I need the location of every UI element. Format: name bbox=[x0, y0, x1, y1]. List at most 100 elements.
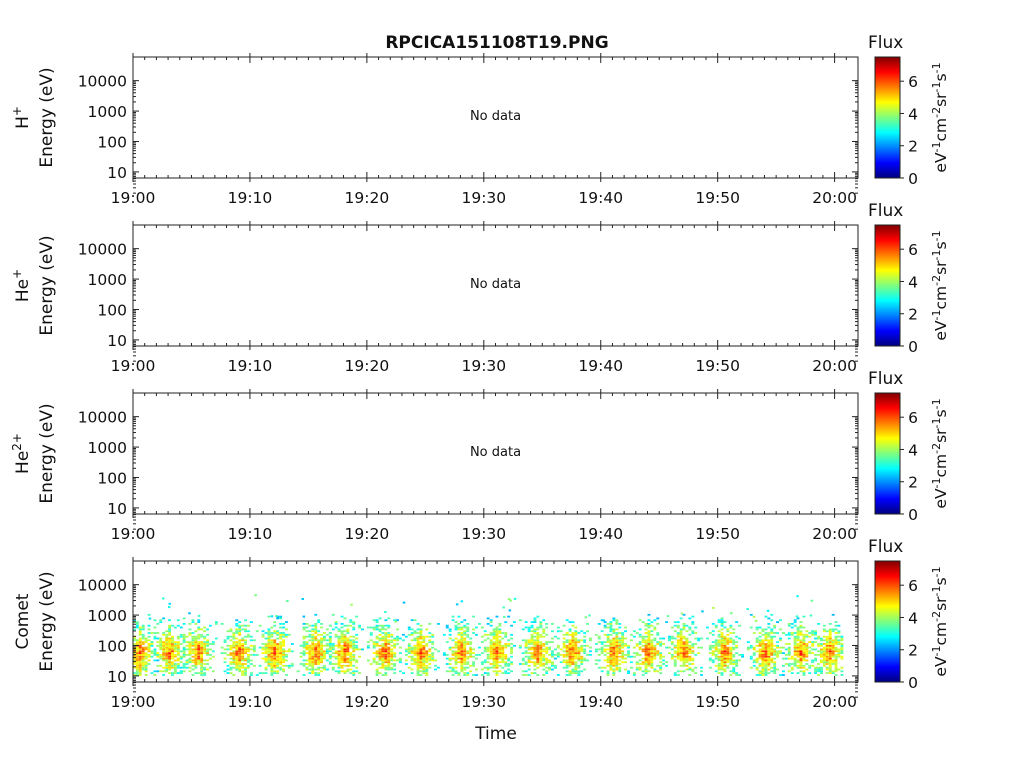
cell bbox=[425, 657, 429, 660]
cell bbox=[554, 635, 557, 638]
cell bbox=[662, 643, 665, 645]
cell bbox=[825, 655, 829, 658]
cell bbox=[799, 630, 803, 633]
cell bbox=[191, 632, 195, 634]
cell bbox=[828, 654, 832, 656]
cell bbox=[223, 639, 227, 642]
cell bbox=[773, 661, 777, 664]
cell bbox=[258, 646, 262, 649]
cell bbox=[466, 672, 470, 674]
cell bbox=[138, 657, 142, 660]
cell bbox=[457, 672, 461, 674]
cell bbox=[138, 674, 142, 676]
cell bbox=[141, 657, 145, 660]
cell bbox=[562, 654, 566, 656]
cell bbox=[805, 654, 809, 656]
cell bbox=[542, 630, 546, 633]
cell bbox=[194, 623, 198, 625]
cell bbox=[729, 648, 733, 651]
cell bbox=[787, 670, 791, 673]
cell bbox=[659, 652, 663, 654]
cell bbox=[267, 633, 271, 636]
cell bbox=[723, 641, 727, 643]
cell bbox=[764, 648, 768, 651]
cell bbox=[290, 643, 294, 645]
cell bbox=[650, 659, 654, 662]
cell bbox=[235, 661, 239, 664]
cell bbox=[352, 635, 356, 638]
cell bbox=[583, 652, 587, 654]
cell bbox=[814, 654, 817, 656]
cell bbox=[536, 633, 540, 636]
cell bbox=[486, 623, 490, 625]
cell bbox=[308, 646, 312, 649]
species-label: He+ bbox=[10, 269, 33, 302]
cell bbox=[393, 663, 397, 665]
cell bbox=[492, 637, 496, 640]
cell bbox=[162, 632, 166, 634]
cell bbox=[352, 650, 356, 653]
cell bbox=[162, 666, 166, 669]
cell bbox=[317, 643, 321, 645]
cell bbox=[346, 659, 350, 662]
cell bbox=[194, 648, 198, 651]
cell bbox=[413, 659, 417, 662]
cell bbox=[606, 648, 610, 651]
cell bbox=[194, 650, 198, 653]
cell bbox=[384, 643, 388, 645]
cell bbox=[597, 659, 601, 662]
cell bbox=[723, 657, 727, 660]
cell bbox=[764, 668, 768, 671]
cell bbox=[162, 655, 166, 658]
cell bbox=[729, 641, 733, 643]
cell bbox=[831, 670, 835, 673]
cell bbox=[138, 654, 142, 656]
cell bbox=[454, 661, 458, 664]
cell bbox=[822, 630, 826, 633]
cell bbox=[825, 650, 829, 653]
cell bbox=[767, 655, 771, 658]
cell bbox=[282, 659, 285, 662]
cell bbox=[492, 664, 496, 667]
cell bbox=[384, 628, 388, 631]
cell bbox=[574, 633, 578, 636]
cell bbox=[495, 635, 499, 638]
cell bbox=[782, 674, 785, 676]
cell bbox=[726, 664, 730, 667]
cell bbox=[627, 672, 630, 674]
cell bbox=[653, 626, 657, 629]
cell bbox=[795, 615, 799, 618]
cell bbox=[153, 632, 157, 634]
cell bbox=[308, 644, 312, 647]
cell bbox=[831, 663, 835, 665]
cell bbox=[247, 633, 250, 636]
cell bbox=[638, 654, 642, 656]
cell bbox=[431, 652, 435, 654]
cell bbox=[483, 639, 487, 642]
cell bbox=[618, 632, 622, 634]
cell bbox=[165, 652, 169, 654]
cell bbox=[712, 606, 715, 609]
cell bbox=[299, 663, 303, 665]
cell bbox=[252, 664, 256, 667]
cell bbox=[153, 648, 157, 651]
cell bbox=[182, 639, 186, 642]
cell bbox=[644, 648, 648, 651]
cell bbox=[615, 639, 619, 642]
cell bbox=[252, 646, 256, 649]
cell bbox=[238, 621, 242, 623]
cell bbox=[495, 661, 499, 664]
cell bbox=[822, 657, 826, 660]
cell bbox=[387, 661, 391, 664]
cell bbox=[682, 635, 686, 638]
cell bbox=[311, 648, 315, 651]
cell bbox=[796, 659, 800, 662]
cell bbox=[676, 639, 680, 642]
cell bbox=[600, 619, 604, 622]
cell bbox=[191, 639, 195, 642]
cell bbox=[238, 646, 242, 649]
cell bbox=[384, 644, 388, 647]
cell bbox=[282, 632, 285, 634]
cell bbox=[203, 663, 207, 665]
cell bbox=[720, 655, 724, 658]
